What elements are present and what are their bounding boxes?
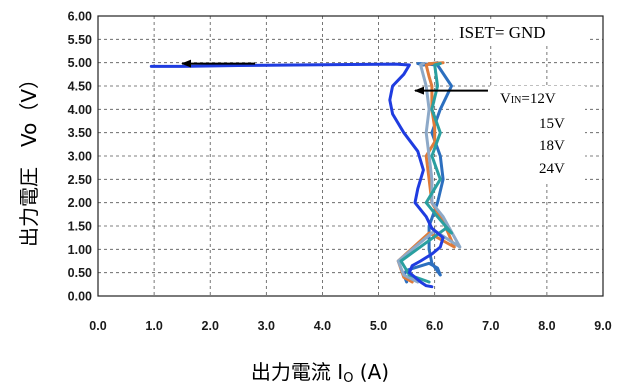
- y-tick-label: 0.00: [68, 290, 92, 304]
- x-tick-label: 8.0: [538, 319, 555, 333]
- vin-first-value: =12V: [521, 91, 555, 107]
- vin-label-18v: 18V: [539, 138, 565, 154]
- vin-label-24v: 24V: [539, 161, 565, 177]
- x-axis-label: 出力電流 IO (A): [251, 360, 389, 386]
- vin-label-12v: VIN=12V: [500, 91, 556, 107]
- y-tick-label: 5.50: [68, 33, 92, 47]
- x-axis-label-main: 出力電流 I: [251, 360, 343, 384]
- x-axis-label-sub: O: [343, 371, 353, 386]
- plot-frame: [97, 15, 604, 297]
- x-tick-label: 3.0: [258, 319, 275, 333]
- y-tick-label: 4.50: [68, 80, 92, 94]
- y-axis-label: 出力電圧 Vo（V）: [17, 69, 41, 247]
- x-tick-label: 1.0: [145, 319, 162, 333]
- condition-label-bg: [453, 19, 589, 45]
- series-line-2: [396, 61, 456, 284]
- x-tick-label: 0.0: [89, 319, 106, 333]
- y-tick-label: 1.50: [68, 220, 92, 234]
- x-tick-label: 9.0: [594, 319, 611, 333]
- condition-label: ISET= GND: [459, 23, 546, 42]
- y-tick-labels: 0.00 0.50 1.00 1.50 2.00 2.50 3.00 3.50 4.00 4.50…: [68, 10, 92, 304]
- y-tick-label: 6.00: [68, 10, 92, 24]
- y-tick-label: 2.50: [68, 173, 92, 187]
- vin-subscript: IN: [511, 95, 522, 106]
- x-axis-label-unit: (A): [353, 360, 389, 384]
- vin-legend-bg: [490, 86, 585, 182]
- y-tick-label: 1.00: [68, 243, 92, 257]
- series-line-5: [149, 62, 445, 289]
- vin-label-15v: 15V: [539, 116, 565, 132]
- y-tick-label: 4.00: [68, 103, 92, 117]
- y-tick-label: 3.00: [68, 150, 92, 164]
- y-tick-label: 0.50: [68, 266, 92, 280]
- y-tick-label: 3.50: [68, 126, 92, 140]
- series-group: [149, 61, 462, 289]
- vin-prefix: V: [500, 91, 511, 107]
- y-tick-label: 2.00: [68, 196, 92, 210]
- x-tick-label: 6.0: [426, 319, 443, 333]
- x-tick-labels: 0.0 1.0 2.0 3.0 4.0 5.0 6.0 7.0 8.0 9.0: [89, 319, 611, 333]
- x-tick-label: 7.0: [482, 319, 499, 333]
- y-tick-label: 5.00: [68, 56, 92, 70]
- arrows-group: [181, 59, 488, 95]
- x-tick-label: 5.0: [370, 319, 387, 333]
- x-tick-label: 2.0: [202, 319, 219, 333]
- x-tick-label: 4.0: [314, 319, 331, 333]
